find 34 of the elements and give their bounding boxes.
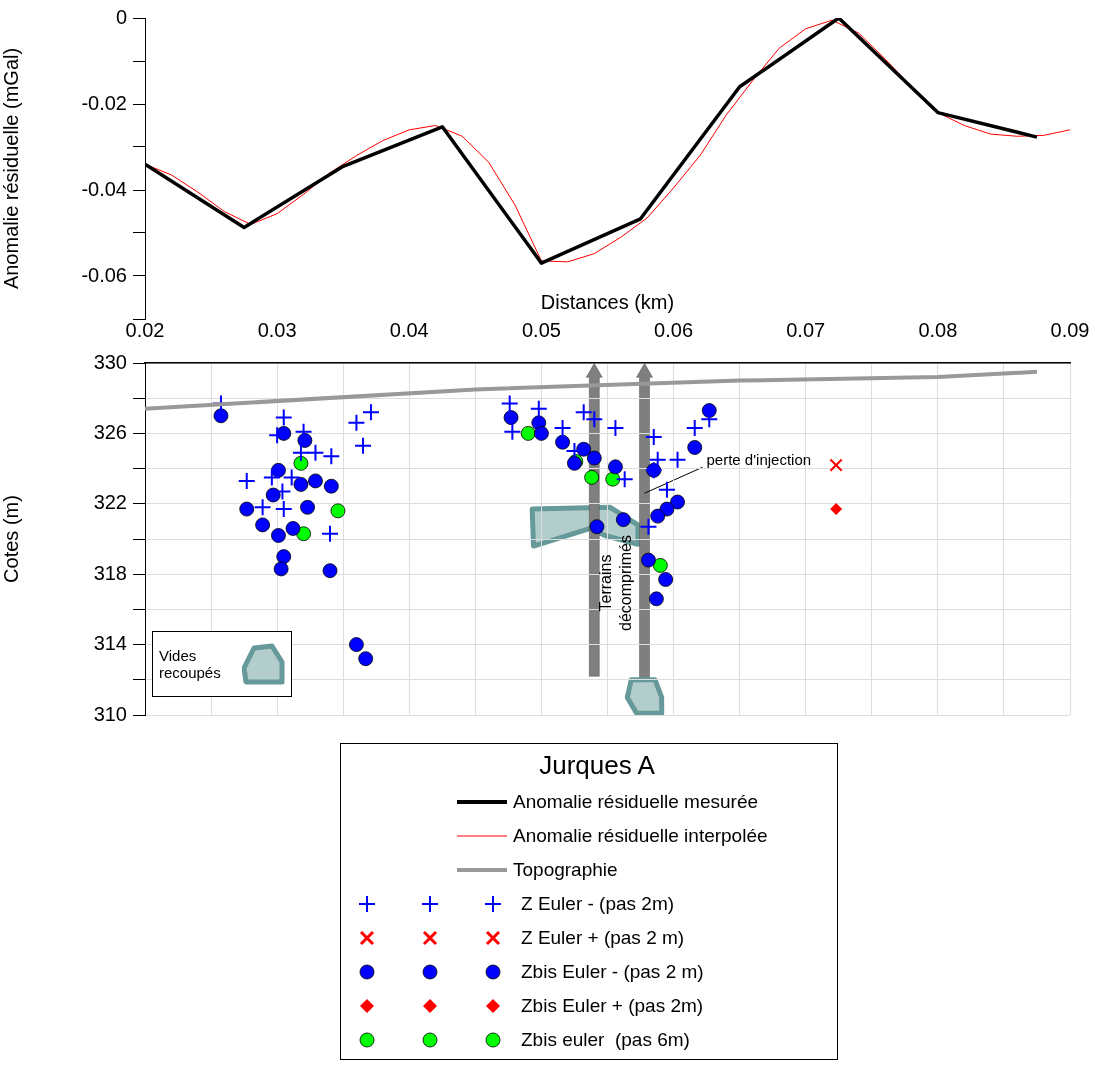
legend-label: Zbis euler (pas 6m) xyxy=(521,1029,690,1051)
legend-label: Zbis Euler + (pas 2m) xyxy=(521,995,704,1017)
y-tick-label: 326 xyxy=(93,420,127,443)
annotation: Vides recoupés xyxy=(159,646,222,681)
legend-label: Anomalie résiduelle mesurée xyxy=(513,791,759,813)
legend-label: Topographie xyxy=(513,859,618,881)
y-tick-label: 330 xyxy=(93,350,127,373)
legend-label: Z Euler + (pas 2 m) xyxy=(521,927,685,949)
x-tick-label: 0.06 xyxy=(654,318,694,341)
x-tick-label: 0.07 xyxy=(786,318,826,341)
y-tick-label: 0 xyxy=(115,5,127,28)
x-axis-title: Distances (km) xyxy=(540,290,675,313)
y-tick-label: 314 xyxy=(93,632,127,655)
y-axis-title: Anomalie résiduelle (mGal) xyxy=(0,47,22,290)
legend-label: Zbis Euler - (pas 2 m) xyxy=(521,961,704,983)
x-tick-label: 0.09 xyxy=(1050,318,1090,341)
y-tick-label: 310 xyxy=(93,702,127,725)
legend-title: Jurques A xyxy=(538,750,656,781)
y-tick-label: 322 xyxy=(93,491,127,514)
x-tick-label: 0.05 xyxy=(521,318,561,341)
y-tick-label: 318 xyxy=(93,561,127,584)
y-tick-label: -0.06 xyxy=(81,263,127,286)
x-tick-label: 0.08 xyxy=(918,318,958,341)
legend-label: Anomalie résiduelle interpolée xyxy=(513,825,768,847)
caption-box: Vides recoupés xyxy=(152,630,292,697)
x-tick-label: 0.04 xyxy=(389,318,429,341)
y-tick-label: -0.04 xyxy=(81,177,127,200)
annotation: Terrains décomprimés xyxy=(597,534,635,632)
legend-label: Z Euler - (pas 2m) xyxy=(521,893,675,915)
x-tick-label: 0.02 xyxy=(125,318,165,341)
y-axis-title: Cotes (m) xyxy=(0,495,22,583)
annotation: perte d'injection xyxy=(706,451,812,469)
y-tick-label: -0.02 xyxy=(81,91,127,114)
x-tick-label: 0.03 xyxy=(257,318,297,341)
